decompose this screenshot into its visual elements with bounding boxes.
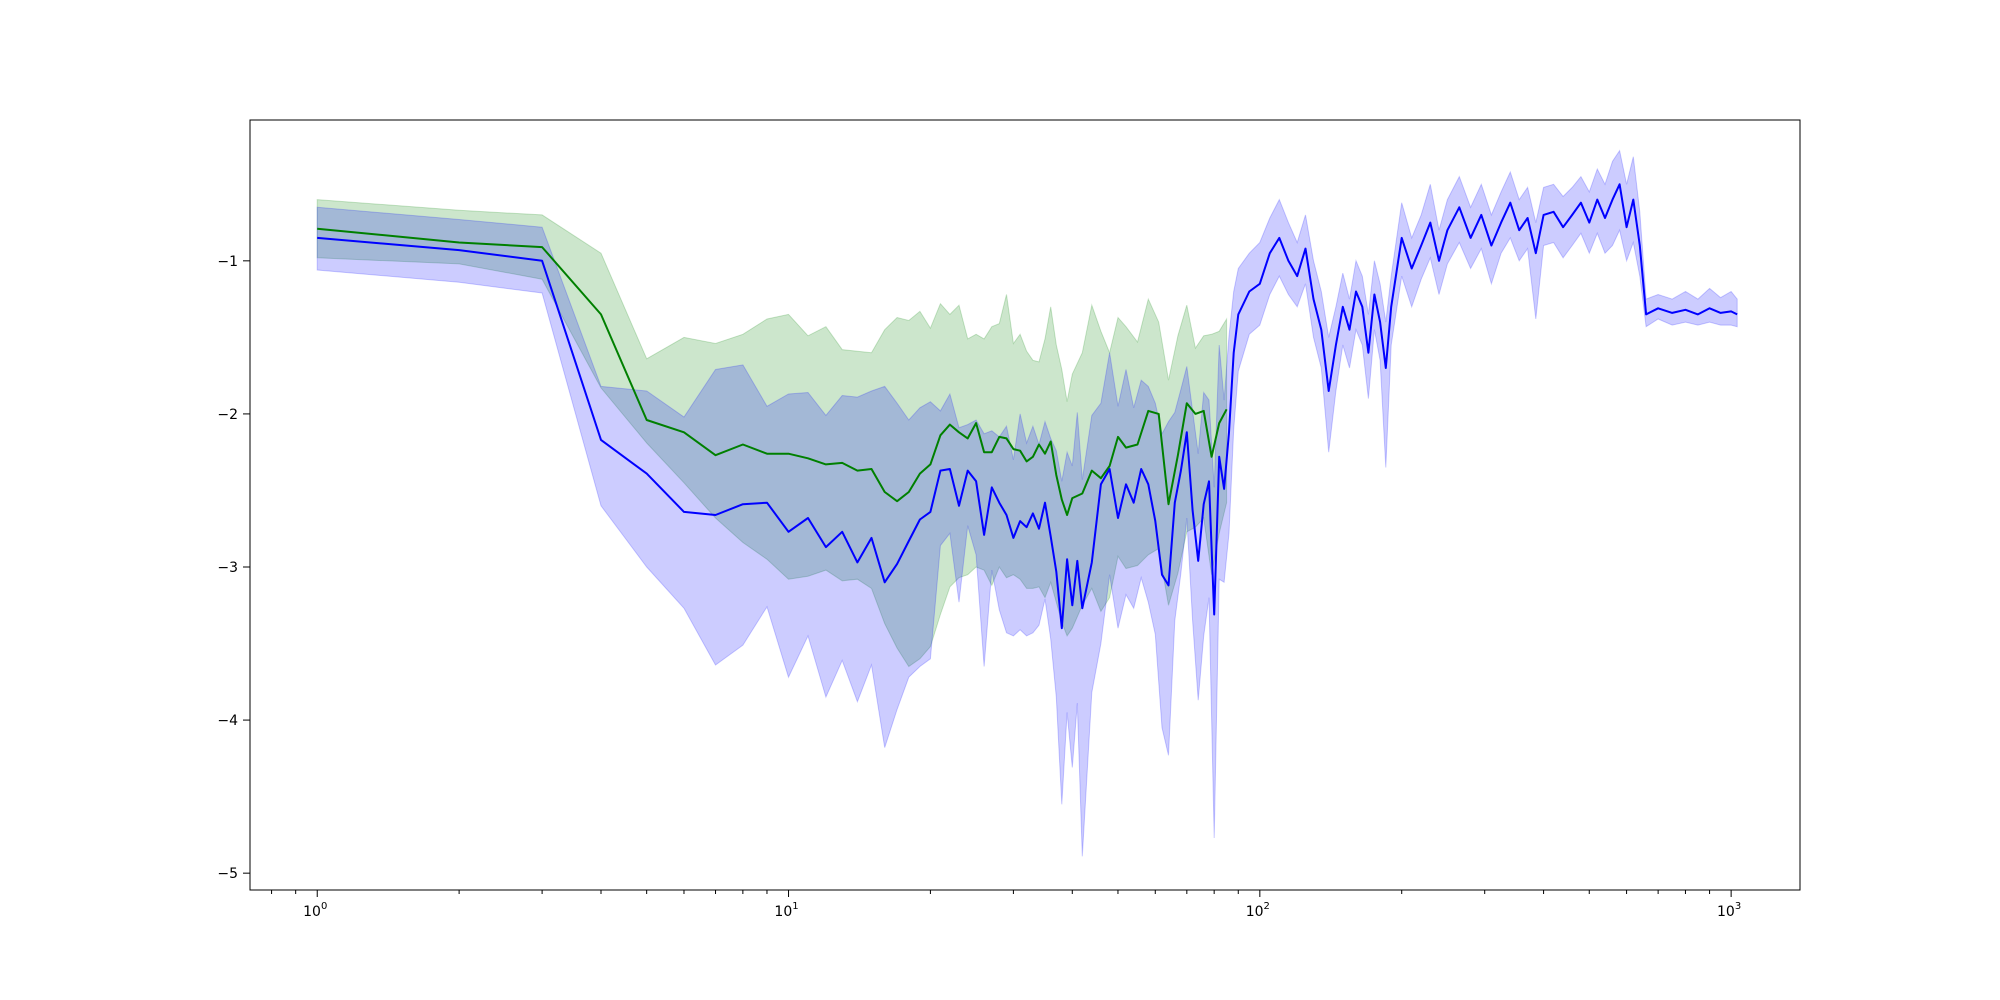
- x-tick-label: 100: [303, 901, 327, 920]
- x-axis: 100 101 102 103: [271, 890, 1741, 920]
- confidence-bands: [316, 149, 1738, 857]
- plot-frame: [249, 119, 1801, 891]
- y-tick-label: −4: [217, 713, 238, 729]
- x-tick-label: 103: [1717, 901, 1741, 920]
- x-tick-label: 101: [774, 901, 798, 920]
- series-1-band: [316, 199, 1228, 668]
- series-2-band: [316, 149, 1738, 857]
- y-tick-label: −3: [217, 560, 238, 576]
- y-tick-label: −2: [217, 407, 238, 423]
- x-tick-label: 102: [1246, 901, 1270, 920]
- y-axis: −1 −2 −3 −4 −5: [217, 254, 250, 882]
- series-1-line: [317, 227, 1228, 516]
- y-tick-label: −5: [217, 866, 238, 882]
- series-lines: [317, 183, 1738, 630]
- y-tick-label: −1: [217, 254, 238, 270]
- series-2-line: [317, 183, 1738, 630]
